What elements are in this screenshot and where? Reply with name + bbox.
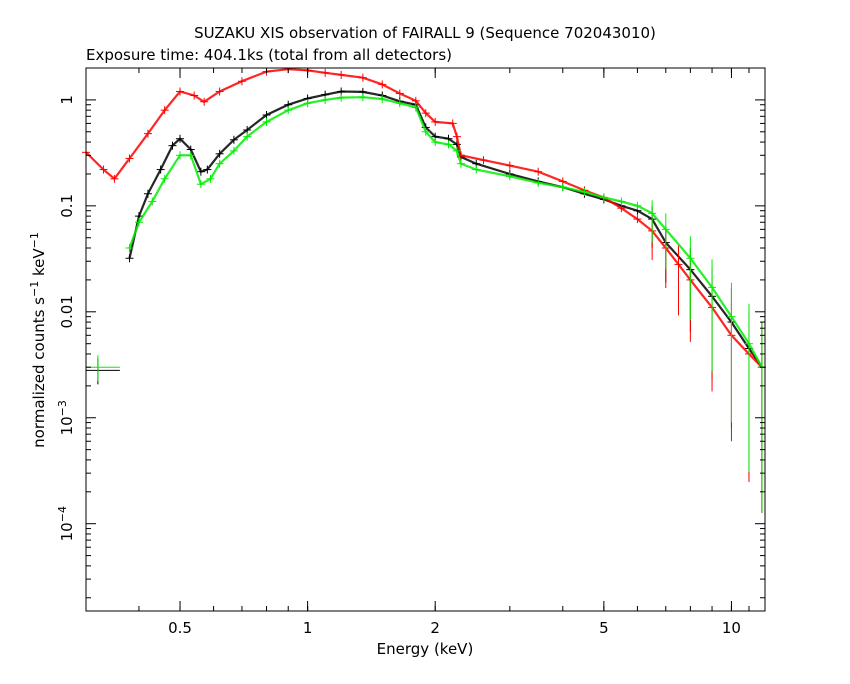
y-tick-label: 0.01 [58,295,76,328]
chart-subtitle: Exposure time: 404.1ks (total from all d… [86,46,452,64]
y-axis-label-exp1: −1 [28,281,41,297]
x-tick-label: 5 [599,619,609,637]
series-line [85,68,763,368]
y-tick-label: 10−4 [56,506,76,541]
x-tick-label: 1 [303,619,313,637]
y-axis-label: normalized counts s−1 keV−1 [28,232,48,448]
data-point [686,236,695,321]
series-0 [125,87,766,513]
axes-layer: 0.5 1 2 5 10 1 0.1 0.01 10−3 10−4 [56,67,766,637]
y-tick-label: 0.1 [58,194,76,218]
series-line [128,96,763,368]
plot-frame [85,67,766,612]
series-2 [125,93,766,513]
series-1 [82,68,766,513]
x-tick-label: 10 [722,619,741,637]
data-point [708,259,717,372]
data-point [744,303,753,472]
x-tick-label: 0.5 [168,619,192,637]
data-point [727,282,736,423]
y-tick-label: 10−3 [56,400,76,435]
y-tick-label: 1 [58,95,76,105]
y-axis-label-mid: keV [30,248,48,281]
y-axis-label-exp2: −1 [28,232,41,248]
data-layer [82,68,766,513]
data-point [674,245,683,316]
chart-title: SUZAKU XIS observation of FAIRALL 9 (Seq… [194,24,656,42]
x-axis-label: Energy (keV) [377,640,474,658]
y-axis-label-main: normalized counts s [30,297,48,448]
crosshair-annotation [86,358,120,385]
data-point [661,213,670,270]
crosshair-annotation [86,355,120,382]
x-tick-label: 2 [430,619,440,637]
